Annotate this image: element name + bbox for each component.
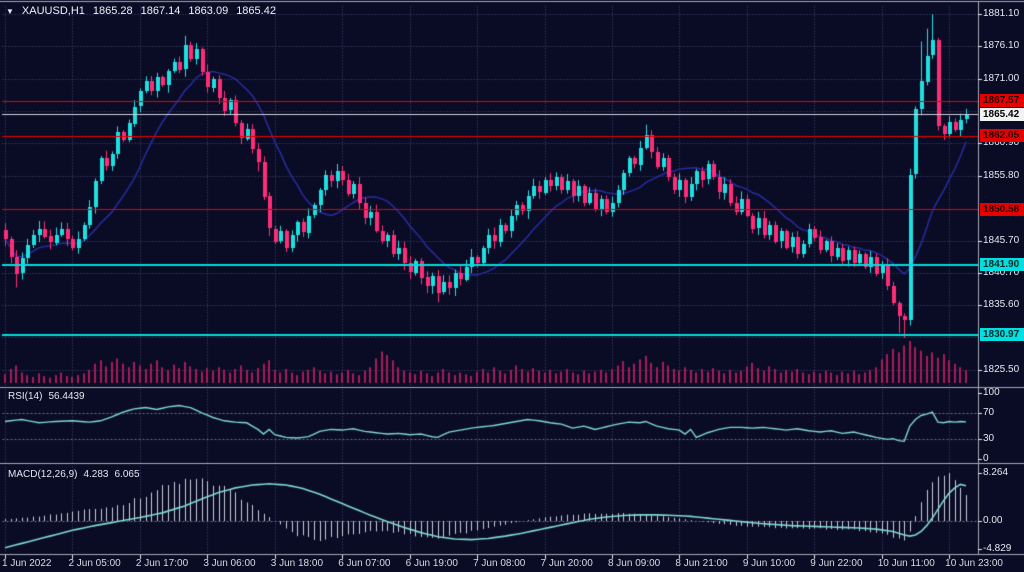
macd-indicator-label: MACD(12,26,9) 4.283 6.065: [8, 469, 140, 480]
close-value: 1865.42: [236, 5, 276, 17]
time-tick-label: 3 Jun 06:00: [203, 558, 256, 569]
time-tick-label: 7 Jun 08:00: [473, 558, 526, 569]
price-tick-label: 1840.70: [983, 266, 1020, 278]
macd-scale-label: 8.264: [983, 466, 1009, 478]
expander-icon[interactable]: ▼: [6, 6, 14, 16]
rsi-scale-label: 30: [983, 433, 995, 445]
time-tick-label: 9 Jun 22:00: [810, 558, 863, 569]
time-tick-label: 8 Jun 21:00: [675, 558, 728, 569]
price-tick-label: 1835.60: [983, 299, 1020, 311]
rsi-scale-label: 0: [983, 453, 989, 465]
macd-name: MACD(12,26,9): [8, 469, 78, 480]
time-tick-label: 10 Jun 23:00: [945, 558, 1003, 569]
symbol-label: XAUUSD,H1: [21, 5, 85, 17]
time-tick-label: 10 Jun 11:00: [877, 558, 935, 569]
time-tick-label: 2 Jun 05:00: [68, 558, 121, 569]
macd-signal-value: 6.065: [114, 469, 140, 480]
time-tick-label: 1 Jun 2022: [2, 558, 52, 569]
time-tick-label: 8 Jun 09:00: [607, 558, 661, 569]
price-level-label: 1867.57: [980, 94, 1024, 108]
time-tick-label: 2 Jun 17:00: [135, 558, 189, 569]
high-value: 1867.14: [140, 5, 181, 17]
time-tick-label: 9 Jun 10:00: [742, 558, 796, 569]
price-tick-label: 1881.10: [983, 8, 1020, 19]
macd-value: 4.283: [83, 469, 109, 480]
price-level-label: 1841.90: [980, 258, 1024, 272]
price-tick-label: 1860.90: [983, 137, 1020, 149]
current-price-label: 1865.42: [980, 107, 1024, 121]
price-level-label: 1862.05: [980, 129, 1024, 143]
price-tick-label: 1825.50: [983, 364, 1020, 375]
time-tick-label: 3 Jun 18:00: [270, 558, 324, 569]
rsi-indicator-label: RSI(14) 56.4439: [8, 391, 85, 402]
time-tick-label: 6 Jun 19:00: [405, 558, 458, 569]
macd-scale-label: -4.829: [983, 543, 1012, 555]
rsi-scale-label: 70: [983, 406, 995, 418]
macd-scale-label: 0.00: [983, 515, 1003, 526]
rsi-value: 56.4439: [48, 391, 85, 402]
time-tick-label: 7 Jun 20:00: [540, 558, 593, 569]
low-value: 1863.09: [188, 5, 229, 17]
price-tick-label: 1855.80: [983, 169, 1020, 181]
time-tick-label: 6 Jun 07:00: [338, 558, 391, 569]
rsi-scale-label: 100: [983, 387, 1000, 398]
price-level-label: 1850.58: [980, 202, 1024, 216]
price-tick-label: 1871.00: [983, 72, 1020, 84]
open-value: 1865.28: [92, 5, 133, 17]
price-level-label: 1830.97: [980, 328, 1024, 342]
symbol-ohlc-info: ▼ XAUUSD,H1 1865.28 1867.14 1863.09 1865…: [6, 5, 276, 17]
price-tick-label: 1845.70: [983, 234, 1020, 246]
price-tick-label: 1876.10: [983, 40, 1020, 51]
rsi-name: RSI(14): [8, 391, 43, 402]
